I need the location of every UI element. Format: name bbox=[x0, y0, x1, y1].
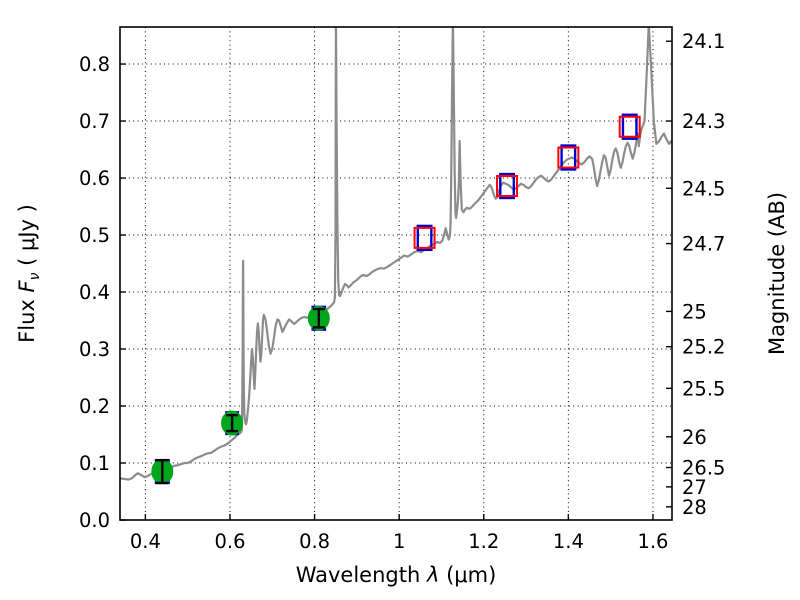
right-tick-label: 26 bbox=[682, 426, 707, 449]
x-tick-label: 0.6 bbox=[214, 530, 245, 553]
x-tick-label: 1 bbox=[393, 530, 405, 553]
right-tick-label: 26.5 bbox=[682, 457, 725, 480]
filter-box bbox=[560, 144, 577, 171]
x-axis-ticks: 0.4 0.6 0.8 1 1.2 1.4 1.6 bbox=[130, 514, 668, 553]
x-tick-label: 1.2 bbox=[468, 530, 499, 553]
y-tick-label: 0.4 bbox=[79, 281, 110, 304]
right-tick-label: 24.1 bbox=[682, 30, 725, 53]
x-tick-label: 0.8 bbox=[299, 530, 330, 553]
right-tick-label: 25.5 bbox=[682, 377, 725, 400]
data-point-marker bbox=[557, 146, 580, 169]
x-tick-label: 1.4 bbox=[553, 530, 584, 553]
filter-box bbox=[416, 224, 433, 252]
right-tick-label: 25.2 bbox=[682, 336, 725, 359]
errorbar-points bbox=[151, 305, 330, 485]
spectrum-curve bbox=[120, 27, 672, 481]
y-tick-label: 0.5 bbox=[79, 224, 110, 247]
y-tick-label: 0.2 bbox=[79, 395, 110, 418]
filter-box bbox=[499, 172, 516, 200]
grid-lines bbox=[120, 27, 672, 520]
right-tick-label: 24.3 bbox=[682, 110, 725, 133]
y-tick-label: 0.7 bbox=[79, 110, 110, 133]
right-tick-label: 28 bbox=[682, 496, 707, 519]
plot-frame bbox=[119, 26, 673, 521]
y-tick-label: 0.6 bbox=[79, 167, 110, 190]
y-axis-title: Flux Fν ( μJy ) bbox=[15, 204, 43, 343]
y-tick-label: 0.0 bbox=[79, 509, 110, 532]
y-tick-label: 0.1 bbox=[79, 452, 110, 475]
right-axis-title: Magnitude (AB) bbox=[765, 192, 789, 355]
open-square-points bbox=[413, 115, 641, 249]
data-point-marker bbox=[618, 115, 641, 138]
data-point-marker bbox=[496, 175, 519, 198]
right-tick-label: 24.5 bbox=[682, 177, 725, 200]
right-tick-label: 24.7 bbox=[682, 233, 725, 256]
y-tick-label: 0.8 bbox=[79, 53, 110, 76]
filter-box bbox=[621, 113, 638, 140]
svg-text:Flux Fν ( μJy ): Flux Fν ( μJy ) bbox=[15, 204, 43, 343]
right-tick-label: 25 bbox=[682, 300, 707, 323]
x-axis-title: Wavelength λ (μm) bbox=[296, 563, 497, 587]
spectrum-path bbox=[120, 27, 672, 481]
data-point-marker bbox=[413, 226, 436, 249]
right-tick-label: 27 bbox=[682, 476, 707, 499]
y-axis-ticks: 0.0 0.1 0.2 0.3 0.4 0.5 0.6 0.7 0.8 bbox=[79, 53, 126, 532]
x-tick-label: 0.4 bbox=[130, 530, 161, 553]
x-title-text: Wavelength bbox=[296, 563, 427, 587]
x-tick-label: 1.6 bbox=[637, 530, 668, 553]
y-tick-label: 0.3 bbox=[79, 338, 110, 361]
